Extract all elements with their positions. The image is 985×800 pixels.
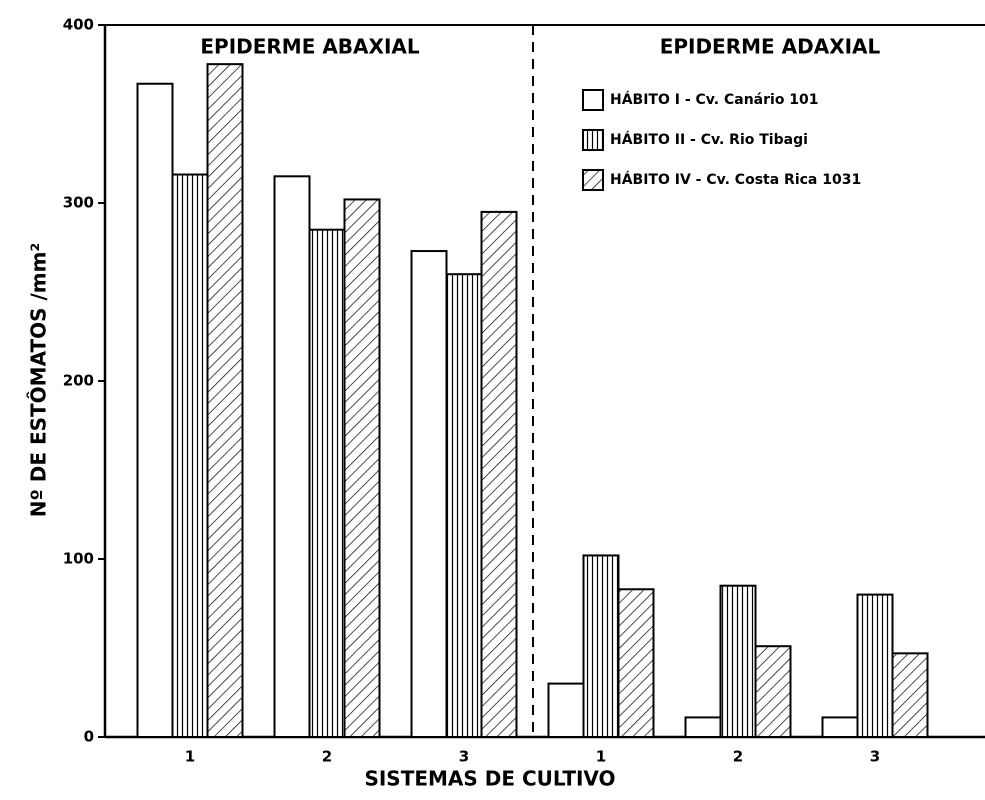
y-tick-label: 400	[63, 16, 94, 34]
y-tick-label: 0	[84, 728, 94, 746]
bar	[617, 588, 655, 739]
bar	[480, 210, 518, 738]
bar	[891, 652, 929, 739]
bar	[410, 250, 448, 738]
x-axis-label: SISTEMAS DE CULTIVO	[364, 767, 615, 791]
bar	[754, 645, 792, 738]
x-tick-label: 3	[459, 748, 469, 766]
bar	[856, 593, 894, 738]
bar	[821, 716, 859, 738]
bar	[582, 554, 620, 738]
section-label: EPIDERME ADAXIAL	[660, 35, 881, 59]
legend-swatch	[582, 169, 604, 191]
legend-label: HÁBITO II - Cv. Rio Tibagi	[610, 131, 808, 148]
x-tick-label: 3	[870, 748, 880, 766]
bar	[308, 228, 346, 738]
y-axis-label: Nº DE ESTÔMATOS /mm²	[27, 243, 51, 518]
bar	[719, 584, 757, 739]
bar	[684, 716, 722, 738]
y-tick-label: 300	[63, 194, 94, 212]
x-tick-label: 2	[322, 748, 332, 766]
y-tick-label: 200	[63, 372, 94, 390]
bar	[343, 198, 381, 738]
x-tick-label: 1	[185, 748, 195, 766]
section-label: EPIDERME ABAXIAL	[200, 35, 419, 59]
legend-label: HÁBITO I - Cv. Canário 101	[610, 91, 819, 108]
y-tick-label: 100	[63, 550, 94, 568]
x-tick-label: 2	[733, 748, 743, 766]
legend-swatch	[582, 89, 604, 111]
bar	[136, 82, 174, 739]
bar	[171, 173, 209, 738]
bar	[273, 175, 311, 739]
legend-label: HÁBITO IV - Cv. Costa Rica 1031	[610, 171, 861, 188]
bar	[547, 682, 585, 738]
bar	[445, 273, 483, 738]
x-tick-label: 1	[596, 748, 606, 766]
bar	[206, 63, 244, 739]
legend-swatch	[582, 129, 604, 151]
